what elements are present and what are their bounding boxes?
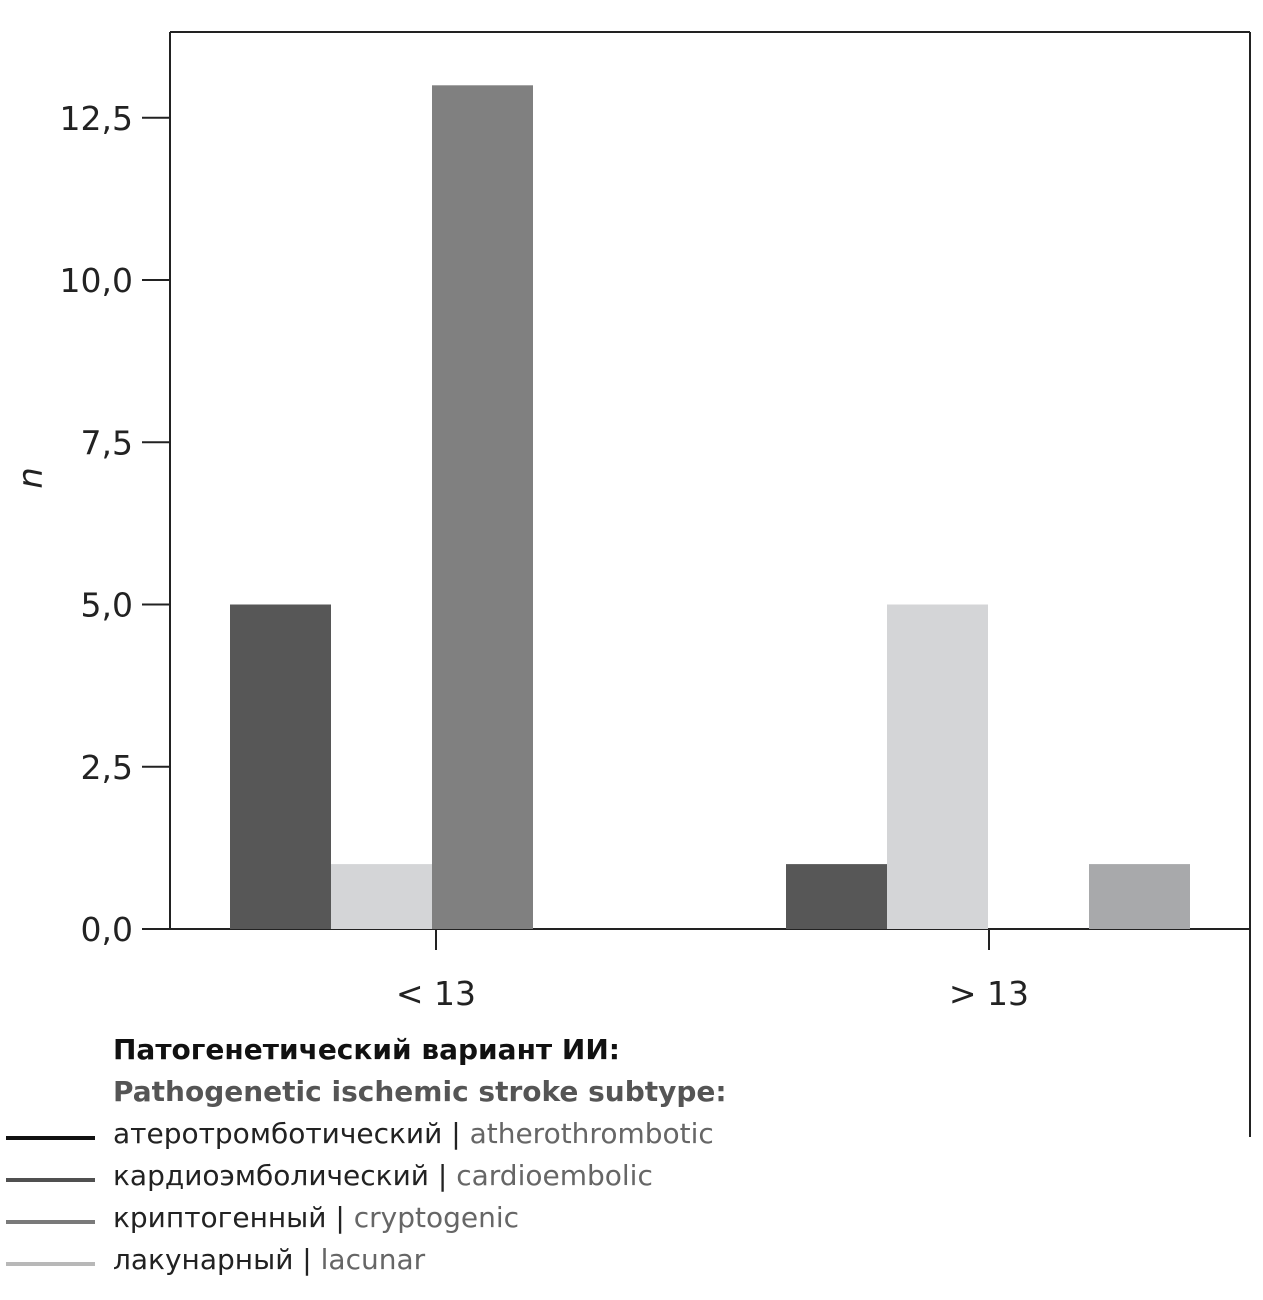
legend-label-ru: криптогенный (113, 1201, 327, 1234)
legend-item: атеротромботический | atherothrombotic (0, 1117, 900, 1157)
y-tick-label: 2,5 (81, 748, 133, 787)
y-tick-label: 7,5 (81, 423, 133, 462)
legend-title-ru: Патогенетический вариант ИИ: (113, 1033, 620, 1066)
legend-separator: | (293, 1243, 321, 1276)
legend-label: кардиоэмболический | cardioembolic (113, 1159, 653, 1192)
legend-item: лакунарный | lacunar (0, 1243, 900, 1283)
legend-label-ru: кардиоэмболический (113, 1159, 429, 1192)
legend-swatch (6, 1178, 95, 1182)
bar (230, 604, 331, 929)
y-tick-label: 0,0 (81, 910, 133, 949)
legend-title-en: Pathogenetic ischemic stroke subtype: (113, 1075, 727, 1108)
legend-label-en: cryptogenic (353, 1201, 520, 1234)
plot-frame (169, 31, 1251, 1137)
bars-group (230, 85, 1190, 930)
legend-label: лакунарный | lacunar (113, 1243, 425, 1276)
legend-label-en: lacunar (320, 1243, 426, 1276)
y-tick-label: 5,0 (81, 586, 133, 625)
legend-label-en: atherothrombotic (469, 1117, 714, 1150)
y-tick-label: 10,0 (60, 261, 133, 300)
legend-item: криптогенный | cryptogenic (0, 1201, 900, 1241)
legend-swatch (6, 1262, 95, 1266)
legend-item: кардиоэмболический | cardioembolic (0, 1159, 900, 1199)
y-axis-label: n (11, 467, 51, 489)
legend-label: атеротромботический | atherothrombotic (113, 1117, 714, 1150)
y-tick-label: 12,5 (60, 99, 133, 138)
x-axis: < 13 > 13 (396, 929, 1029, 1013)
legend-label-ru: лакунарный (113, 1243, 294, 1276)
bar (432, 85, 533, 930)
legend-label: криптогенный | cryptogenic (113, 1201, 519, 1234)
legend-swatch (6, 1220, 95, 1224)
legend-swatch (6, 1136, 95, 1140)
y-axis: 0,0 2,5 5,0 7,5 10,0 12,5 (60, 99, 170, 949)
x-tick-label: > 13 (949, 974, 1029, 1013)
legend-separator: | (442, 1117, 470, 1150)
bar (887, 604, 988, 929)
legend-label-en: cardioembolic (456, 1159, 653, 1192)
legend-separator: | (326, 1201, 354, 1234)
bar (1089, 864, 1190, 929)
bar (331, 864, 432, 929)
bar (786, 864, 887, 929)
legend-label-ru: атеротромботический (113, 1117, 443, 1150)
x-tick-label: < 13 (396, 974, 476, 1013)
legend-separator: | (428, 1159, 457, 1192)
